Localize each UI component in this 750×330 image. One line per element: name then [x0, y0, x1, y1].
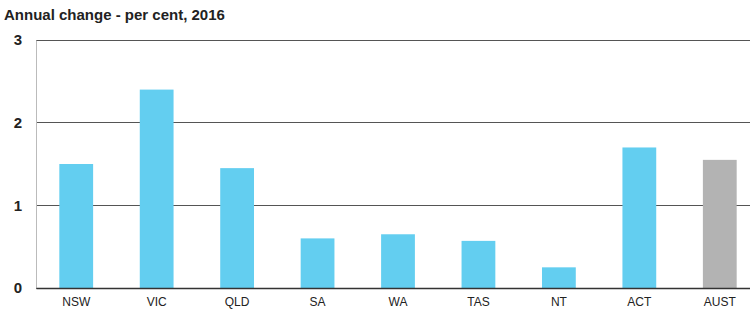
y-tick-label: 1	[14, 197, 22, 214]
y-tick: 0	[14, 279, 36, 296]
y-axis: 0 1 2 3	[14, 31, 37, 296]
title: Annual change - per cent, 2016	[4, 6, 225, 23]
bar	[462, 241, 496, 288]
x-tick: WA	[389, 288, 408, 309]
x-tick-label: ACT	[627, 295, 652, 309]
y-axis-line	[36, 41, 37, 289]
y-tick-label: 2	[14, 114, 22, 131]
bar	[140, 90, 174, 288]
bar	[220, 168, 254, 288]
x-tick: SA	[310, 288, 326, 309]
chart: Annual change - per cent, 2016 0 1 2 3 NSW VIC…	[0, 0, 750, 330]
y-tick: 1	[14, 197, 36, 214]
y-tick-label: 3	[14, 31, 22, 48]
bar	[301, 238, 335, 288]
x-tick: VIC	[147, 288, 167, 309]
bar	[381, 234, 415, 288]
y-tick-label: 0	[14, 279, 22, 296]
x-axis-line	[37, 288, 750, 290]
x-tick-label: TAS	[467, 295, 489, 309]
x-tick-label: QLD	[225, 295, 250, 309]
grid	[36, 40, 750, 288]
bar	[703, 160, 737, 288]
x-tick-label: NSW	[62, 295, 91, 309]
bar	[542, 267, 576, 288]
x-tick: AUST	[704, 288, 737, 309]
x-tick: TAS	[467, 288, 489, 309]
y-tick: 3	[14, 31, 36, 48]
x-axis: NSW VIC QLD SA WA TAS NT ACT AUST	[37, 288, 750, 309]
x-tick-label: SA	[310, 295, 326, 309]
x-tick-label: NT	[551, 295, 568, 309]
x-tick-label: AUST	[704, 295, 737, 309]
bars	[59, 90, 736, 288]
x-tick: QLD	[225, 288, 250, 309]
grid-line	[36, 40, 750, 41]
x-tick: ACT	[627, 288, 652, 309]
x-tick-label: WA	[389, 295, 408, 309]
x-tick: NT	[551, 288, 568, 309]
bar	[622, 147, 656, 288]
x-tick: NSW	[62, 288, 91, 309]
bar	[59, 164, 93, 288]
x-tick-label: VIC	[147, 295, 167, 309]
y-tick: 2	[14, 114, 36, 131]
